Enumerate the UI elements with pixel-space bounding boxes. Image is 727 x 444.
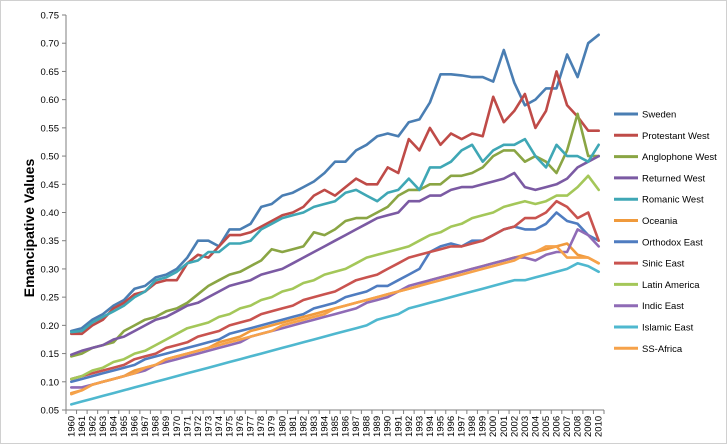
x-tick-label: 2007 — [562, 416, 573, 437]
x-tick-label: 1995 — [435, 416, 446, 437]
y-tick-label: 0.35 — [41, 236, 60, 247]
axes: 0.05 0.10 0.15 0.20 0.25 0.30 0.35 0.40 0.45 0.50… — [41, 11, 605, 438]
legend-label: Indic East — [642, 301, 684, 312]
x-tick-label: 1991 — [393, 416, 404, 437]
x-tick-label: 1967 — [140, 416, 151, 437]
legend-label: Romanic West — [642, 195, 704, 206]
x-tick-label: 1986 — [341, 416, 352, 437]
x-tick-label: 2005 — [541, 416, 552, 437]
y-tick-label: 0.50 — [41, 152, 60, 163]
legend-label: Islamic East — [642, 323, 694, 334]
series-line-anglophone-west — [70, 112, 601, 358]
legend: Sweden Protestant West Anglophone West Retu… — [614, 110, 717, 355]
x-tick-label: 1975 — [225, 416, 236, 437]
x-tick-label: 1979 — [267, 416, 278, 437]
y-tick-label: 0.30 — [41, 264, 60, 275]
series-line-latin-america — [70, 174, 601, 381]
x-tick-label: 1982 — [298, 416, 309, 437]
x-tick-label: 1964 — [108, 416, 119, 437]
x-tick-label: 2010 — [594, 416, 605, 437]
x-tick-label: 1983 — [309, 416, 320, 437]
y-tick-label: 0.65 — [41, 67, 60, 78]
series-line-islamic-east — [70, 261, 601, 406]
x-tick-label: 1969 — [161, 416, 172, 437]
legend-label: Latin America — [642, 280, 700, 291]
x-tick-label: 1961 — [77, 416, 88, 437]
x-tick-label: 1990 — [383, 416, 394, 437]
legend-label: Sweden — [642, 110, 676, 121]
y-tick-label: 0.40 — [41, 208, 60, 219]
series-layer — [70, 33, 601, 406]
x-tick-label: 1962 — [87, 416, 98, 437]
legend-label: Orthodox East — [642, 237, 703, 248]
x-tick-label: 1984 — [319, 416, 330, 437]
x-tick-label: 1998 — [467, 416, 478, 437]
x-tick-label: 1999 — [478, 416, 489, 437]
x-tick-label: 1993 — [414, 416, 425, 437]
x-tick-label: 1974 — [214, 416, 225, 437]
y-tick-label: 0.60 — [41, 95, 60, 106]
series-line-ss-africa — [70, 245, 601, 396]
y-tick-label: 0.05 — [41, 406, 60, 417]
x-tick-label: 1973 — [203, 416, 214, 437]
x-tick-label: 1987 — [351, 416, 362, 437]
x-tick-label: 2008 — [573, 416, 584, 437]
y-axis-title: Emancipative Values — [21, 159, 37, 298]
x-tick-label: 1989 — [372, 416, 383, 437]
x-tick-label: 1985 — [330, 416, 341, 437]
x-tick-label: 1980 — [277, 416, 288, 437]
x-tick-label: 2009 — [583, 416, 594, 437]
x-tick-label: 1997 — [457, 416, 468, 437]
series-line-protestant-west — [70, 70, 601, 336]
y-tick-label: 0.25 — [41, 293, 60, 304]
x-tick-label: 1996 — [446, 416, 457, 437]
legend-label: Returned West — [642, 173, 706, 184]
x-tick-label: 1970 — [172, 416, 183, 437]
x-tick-label: 1992 — [404, 416, 415, 437]
x-tick-label: 1978 — [256, 416, 267, 437]
x-tick-label: 2000 — [488, 416, 499, 437]
series-line-returned-west — [70, 154, 601, 357]
x-tick-label: 1963 — [98, 416, 109, 437]
x-tick-label: 1976 — [235, 416, 246, 437]
y-tick-label: 0.55 — [41, 123, 60, 134]
x-tick-label: 1966 — [130, 416, 141, 437]
x-tick-label: 1977 — [246, 416, 257, 437]
x-tick-label: 1994 — [425, 416, 436, 437]
y-tick-label: 0.10 — [41, 377, 60, 388]
x-tick-label: 2002 — [509, 416, 520, 437]
x-tick-label: 2004 — [530, 416, 541, 437]
x-tick-label: 2006 — [552, 416, 563, 437]
legend-label: Protestant West — [642, 131, 710, 142]
series-line-sweden — [70, 33, 601, 333]
y-tick-label: 0.45 — [41, 180, 60, 191]
series-line-sinic-east — [70, 199, 601, 381]
y-tick-label: 0.75 — [41, 11, 60, 22]
legend-label: Oceania — [642, 216, 678, 227]
x-tick-label: 1965 — [119, 416, 130, 437]
x-tick-label: 1972 — [193, 416, 204, 437]
x-tick-label: 1971 — [182, 416, 193, 437]
x-tick-label: 1981 — [288, 416, 299, 437]
x-tick-label: 2003 — [520, 416, 531, 437]
x-tick-label: 1968 — [151, 416, 162, 437]
y-tick-label: 0.15 — [41, 349, 60, 360]
x-tick-label: 2001 — [499, 416, 510, 437]
legend-label: SS-Africa — [642, 344, 683, 355]
legend-label: Sinic East — [642, 259, 685, 270]
y-tick-label: 0.70 — [41, 39, 60, 50]
y-tick-label: 0.20 — [41, 321, 60, 332]
legend-label: Anglophone West — [642, 152, 717, 163]
series-line-romanic-west — [70, 137, 601, 334]
x-tick-label: 1960 — [66, 416, 77, 437]
x-tick-label: 1988 — [362, 416, 373, 437]
